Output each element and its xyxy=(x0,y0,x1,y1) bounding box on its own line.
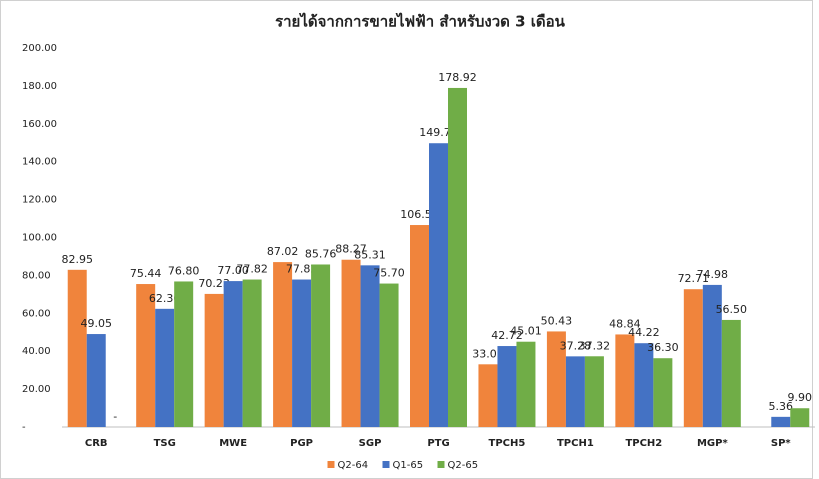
bar xyxy=(67,269,87,427)
bar xyxy=(311,264,331,427)
bar xyxy=(546,331,566,427)
bar xyxy=(174,281,194,427)
data-label: 77.00 xyxy=(217,264,249,277)
data-label: 37.32 xyxy=(579,339,611,352)
y-tick-label: 120.00 xyxy=(22,195,57,206)
bar xyxy=(702,284,722,427)
y-tick-label: 160.00 xyxy=(22,119,57,130)
bar xyxy=(410,225,429,427)
bar xyxy=(584,356,604,427)
y-tick-label: 80.00 xyxy=(22,270,51,281)
legend-swatch xyxy=(327,461,335,468)
bar xyxy=(429,143,448,427)
bar xyxy=(360,265,380,427)
bar xyxy=(653,358,673,427)
data-label: 87.02 xyxy=(267,245,299,258)
legend-label: Q2-65 xyxy=(448,460,479,471)
data-label: 49.05 xyxy=(80,317,112,330)
x-tick-label: SGP xyxy=(359,438,382,449)
data-label: 9.90 xyxy=(788,391,813,404)
x-tick-label: PTG xyxy=(427,438,449,449)
x-tick-label: CRB xyxy=(85,438,108,449)
data-label: 82.95 xyxy=(61,253,93,266)
bar xyxy=(448,87,467,428)
data-label: 72.71 xyxy=(678,272,710,285)
x-tick-label: MWE xyxy=(219,438,247,449)
data-label: 85.31 xyxy=(354,248,386,261)
data-label: 56.50 xyxy=(716,303,748,316)
data-label: 85.76 xyxy=(305,247,337,260)
chart-title: รายได้จากการขายไฟฟ้า สำหรับงวด 3 เดือน xyxy=(275,12,566,31)
y-tick-label: 140.00 xyxy=(22,157,57,168)
x-tick-label: TPCH1 xyxy=(557,438,594,449)
data-label: 75.70 xyxy=(373,267,405,280)
y-tick-label: 20.00 xyxy=(22,384,51,395)
bar xyxy=(771,416,791,427)
y-tick-label: 180.00 xyxy=(22,81,57,92)
data-label: 33.08 xyxy=(472,347,504,360)
data-label: 77.82 xyxy=(286,263,318,276)
data-label: 75.44 xyxy=(130,267,162,280)
bar xyxy=(86,334,106,427)
data-label: 77.82 xyxy=(236,263,268,276)
bar xyxy=(136,284,156,427)
data-label: 76.80 xyxy=(168,264,200,277)
bar xyxy=(204,293,224,427)
x-tick-label: TPCH5 xyxy=(489,438,526,449)
data-label: 42.72 xyxy=(491,329,523,342)
data-label: 5.36 xyxy=(769,400,794,413)
y-tick-label: 100.00 xyxy=(22,233,57,244)
x-tick-label: MGP* xyxy=(697,438,728,449)
data-label: 37.28 xyxy=(560,339,592,352)
data-label: 48.84 xyxy=(609,317,641,330)
bar xyxy=(683,289,703,427)
bar xyxy=(565,356,585,427)
bar xyxy=(292,279,312,427)
bar xyxy=(721,319,741,427)
bar xyxy=(615,334,635,427)
x-tick-label: TPCH2 xyxy=(625,438,662,449)
bar xyxy=(478,364,498,427)
data-label: 45.01 xyxy=(510,325,542,338)
legend-label: Q2-64 xyxy=(338,460,369,471)
bar xyxy=(242,279,262,427)
bar xyxy=(497,346,517,427)
bar xyxy=(379,283,399,427)
y-tick-label: 60.00 xyxy=(22,308,51,319)
bar xyxy=(155,308,175,427)
data-label: 44.22 xyxy=(628,326,660,339)
bar xyxy=(273,262,293,427)
legend-swatch xyxy=(437,461,445,468)
x-tick-label: SP* xyxy=(771,438,792,449)
x-tick-label: TSG xyxy=(154,438,176,449)
data-label: 178.92 xyxy=(438,71,477,84)
bar xyxy=(790,408,810,427)
data-label: - xyxy=(113,410,117,423)
y-tick-label: - xyxy=(22,422,26,433)
legend-label: Q1-65 xyxy=(393,460,424,471)
data-label: 36.30 xyxy=(647,341,679,354)
bar xyxy=(223,281,243,427)
y-tick-label: 40.00 xyxy=(22,346,51,357)
bar xyxy=(634,343,654,427)
data-label: 62.36 xyxy=(149,292,181,305)
legend-swatch xyxy=(382,461,390,468)
data-label: 70.23 xyxy=(198,277,230,290)
data-label: 88.27 xyxy=(335,243,367,256)
x-tick-label: PGP xyxy=(290,438,313,449)
data-label: 74.98 xyxy=(697,268,729,281)
y-tick-label: 200.00 xyxy=(22,43,57,54)
bar xyxy=(516,341,536,427)
bar xyxy=(341,259,361,427)
data-label: 50.43 xyxy=(541,314,573,327)
